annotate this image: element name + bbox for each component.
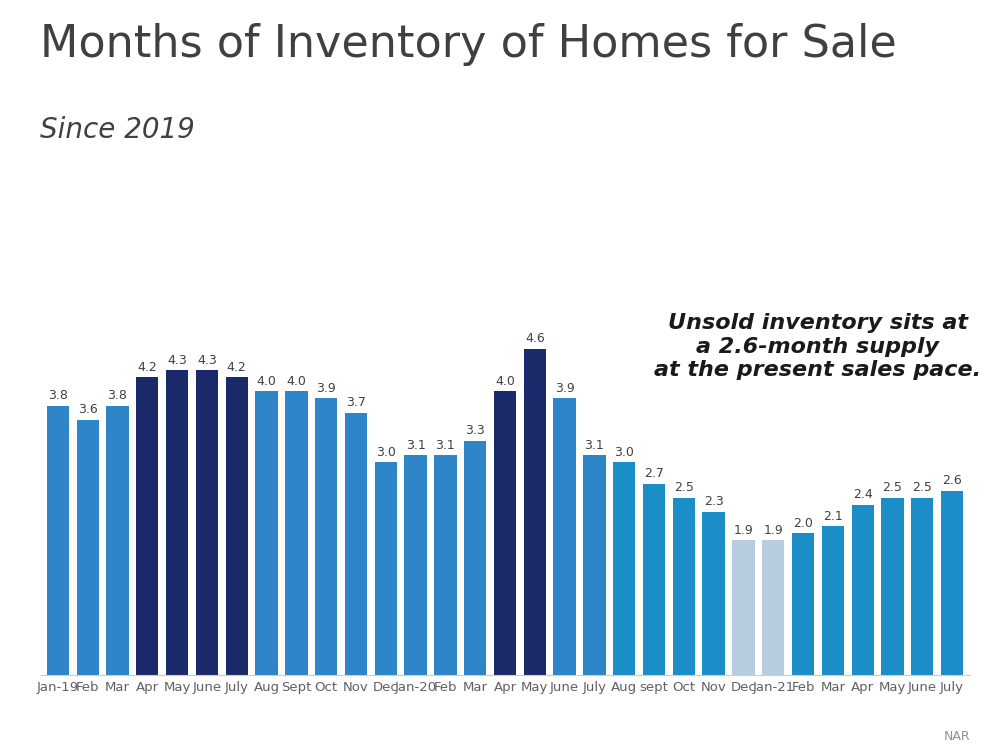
Text: 3.9: 3.9	[316, 382, 336, 395]
Text: 4.3: 4.3	[197, 353, 217, 367]
Text: Since 2019: Since 2019	[40, 116, 195, 144]
Text: 2.4: 2.4	[853, 488, 873, 501]
Text: 3.8: 3.8	[108, 389, 127, 402]
Text: 4.2: 4.2	[227, 361, 247, 374]
Bar	[762, 540, 784, 675]
Text: Unsold inventory sits at
a 2.6-month supply
at the present sales pace.: Unsold inventory sits at a 2.6-month sup…	[654, 314, 982, 380]
Text: 2.1: 2.1	[823, 509, 843, 523]
Bar	[285, 392, 308, 675]
Bar	[673, 498, 695, 675]
Bar	[375, 462, 397, 675]
Bar	[822, 526, 844, 675]
Text: NAR: NAR	[943, 730, 970, 742]
Bar	[941, 490, 963, 675]
Bar	[136, 377, 158, 675]
Bar	[196, 370, 218, 675]
Text: 4.3: 4.3	[167, 353, 187, 367]
Text: 4.6: 4.6	[525, 332, 545, 345]
Bar	[404, 455, 427, 675]
Text: 3.6: 3.6	[78, 404, 98, 416]
Bar	[315, 398, 337, 675]
Text: 4.0: 4.0	[286, 375, 306, 388]
Bar	[255, 392, 278, 675]
Bar	[47, 406, 69, 675]
Text: 3.7: 3.7	[346, 396, 366, 409]
Text: Months of Inventory of Homes for Sale: Months of Inventory of Homes for Sale	[40, 22, 897, 65]
Bar	[881, 498, 904, 675]
Text: 3.0: 3.0	[614, 446, 634, 459]
Text: 2.5: 2.5	[883, 482, 902, 494]
Bar	[494, 392, 516, 675]
Text: 2.5: 2.5	[674, 482, 694, 494]
Text: 3.1: 3.1	[585, 439, 604, 452]
Bar	[792, 533, 814, 675]
Bar	[613, 462, 635, 675]
Bar	[643, 484, 665, 675]
Bar	[166, 370, 188, 675]
Bar	[524, 349, 546, 675]
Text: 2.0: 2.0	[793, 517, 813, 530]
Bar	[464, 441, 486, 675]
Bar	[583, 455, 606, 675]
Bar	[226, 377, 248, 675]
Text: 3.1: 3.1	[406, 439, 425, 452]
Bar	[732, 540, 755, 675]
Text: 3.3: 3.3	[465, 424, 485, 437]
Bar	[553, 398, 576, 675]
Text: 2.7: 2.7	[644, 467, 664, 480]
Text: 3.9: 3.9	[555, 382, 574, 395]
Text: 4.0: 4.0	[257, 375, 276, 388]
Text: 1.9: 1.9	[763, 524, 783, 537]
Bar	[911, 498, 933, 675]
Bar	[852, 505, 874, 675]
Bar	[106, 406, 129, 675]
Text: 2.3: 2.3	[704, 495, 724, 508]
Bar	[77, 420, 99, 675]
Text: 3.8: 3.8	[48, 389, 68, 402]
Bar	[702, 512, 725, 675]
Bar	[345, 413, 367, 675]
Text: 4.0: 4.0	[495, 375, 515, 388]
Text: 3.0: 3.0	[376, 446, 396, 459]
Text: 1.9: 1.9	[734, 524, 753, 537]
Text: 3.1: 3.1	[436, 439, 455, 452]
Text: 2.5: 2.5	[912, 482, 932, 494]
Text: 4.2: 4.2	[137, 361, 157, 374]
Text: 2.6: 2.6	[942, 474, 962, 487]
Bar	[434, 455, 457, 675]
